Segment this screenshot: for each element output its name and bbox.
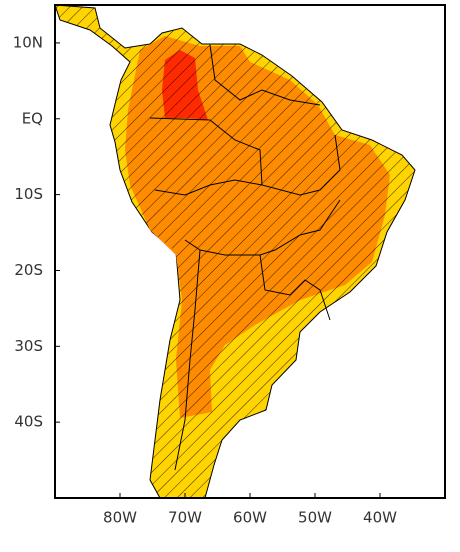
y-tick-label: EQ bbox=[22, 109, 43, 127]
x-tick-label: 60W bbox=[233, 509, 267, 527]
y-tick-label: 20S bbox=[14, 261, 43, 279]
x-tick-label: 40W bbox=[363, 509, 397, 527]
x-tick-label: 70W bbox=[168, 509, 202, 527]
land bbox=[55, 5, 416, 498]
y-tick-label: 40S bbox=[14, 413, 43, 431]
x-tick-label: 80W bbox=[103, 509, 137, 527]
hatching bbox=[55, 5, 415, 498]
y-tick-label: 30S bbox=[14, 337, 43, 355]
y-tick-label: 10S bbox=[14, 185, 43, 203]
y-tick-label: 10N bbox=[13, 33, 43, 51]
borders bbox=[149, 44, 341, 471]
x-tick-label: 50W bbox=[298, 509, 332, 527]
